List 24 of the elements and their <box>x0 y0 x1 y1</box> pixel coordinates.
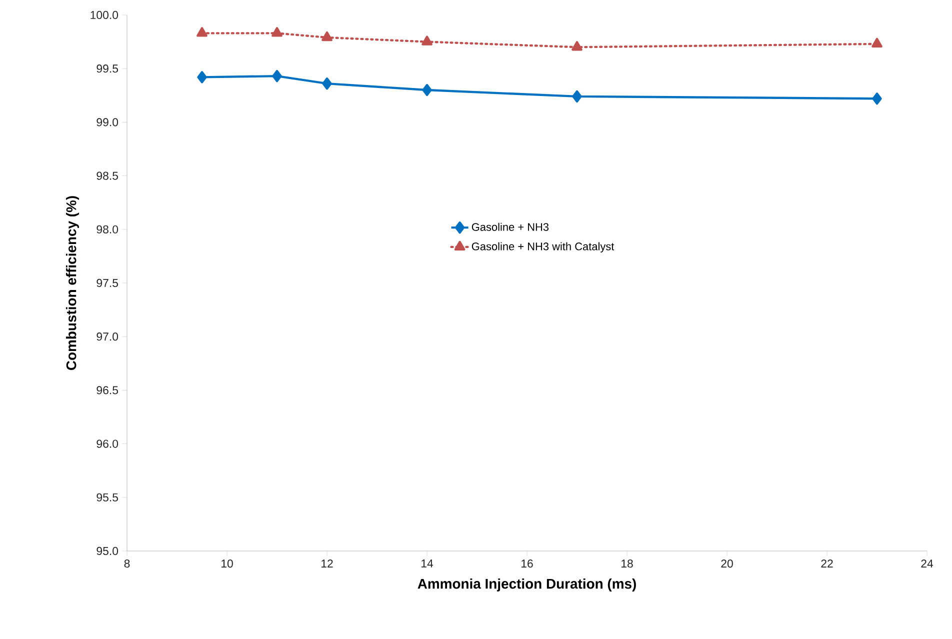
x-tick-label: 22 <box>821 560 833 568</box>
x-tick-label: 20 <box>721 560 733 568</box>
y-tick-label: 97.0 <box>96 332 118 341</box>
y-tick-label: 97.5 <box>96 278 118 288</box>
y-tick-label: 95.0 <box>96 546 118 556</box>
y-tick-label: 99.5 <box>96 64 118 73</box>
x-tick-label: 16 <box>522 560 533 568</box>
legend-label: Gasoline + NH3 <box>472 222 549 231</box>
y-tick-label: 98.5 <box>96 172 118 180</box>
x-tick-label: 8 <box>124 560 130 568</box>
y-tick-label: 99.0 <box>96 118 118 126</box>
x-tick-label: 24 <box>921 560 934 568</box>
x-tick-label: 14 <box>422 560 434 568</box>
y-tick-label: 96.0 <box>96 440 118 448</box>
legend-label: Gasoline + NH3 with Catalyst <box>472 242 614 252</box>
x-tick-label: 12 <box>322 560 333 568</box>
y-tick-label: 95.5 <box>96 493 118 502</box>
x-tick-label: 18 <box>622 560 633 568</box>
x-axis-title: Ammonia Injection Duration (ms) <box>418 578 636 592</box>
x-tick-label: 10 <box>222 560 233 568</box>
y-tick-label: 96.5 <box>96 386 118 394</box>
y-tick-label: 98.0 <box>96 225 118 234</box>
y-axis-title: Combustion efficiency (%) <box>66 196 79 370</box>
y-tick-label: 100.0 <box>90 10 118 20</box>
